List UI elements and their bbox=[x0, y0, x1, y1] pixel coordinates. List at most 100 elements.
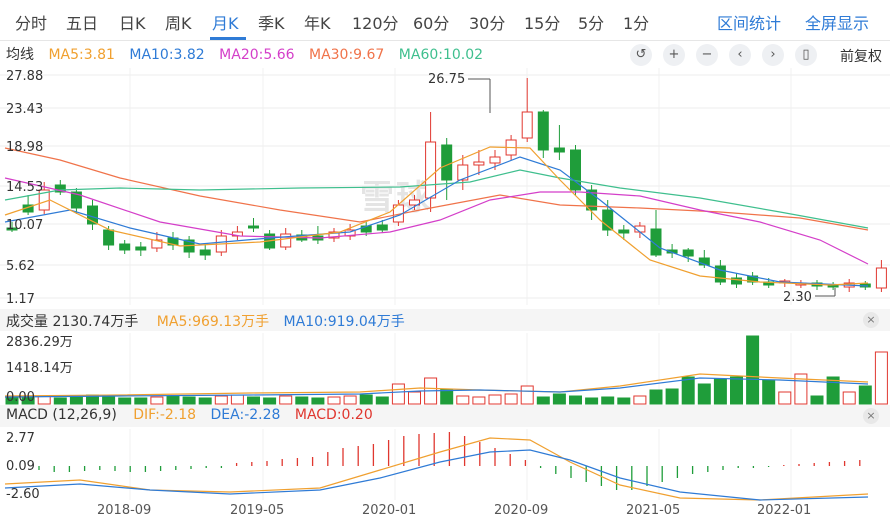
ma5-value: MA5:3.81 bbox=[48, 47, 115, 63]
ma-legend: 均线 MA5:3.81 MA10:3.82 MA20:5.66 MA30:9.6… bbox=[6, 44, 483, 64]
price-axis-label: 23.43 bbox=[6, 102, 43, 117]
candle-body bbox=[602, 209, 614, 231]
zoom-out-icon[interactable]: − bbox=[696, 44, 718, 66]
tab-quarterly-k[interactable]: 季K bbox=[258, 14, 285, 33]
tab-15min[interactable]: 15分 bbox=[524, 14, 561, 33]
volume-bar bbox=[118, 397, 132, 405]
volume-bar bbox=[391, 383, 405, 405]
tab-weekly-k[interactable]: 周K bbox=[165, 14, 192, 33]
volume-bar bbox=[327, 396, 341, 405]
volume-bar bbox=[311, 397, 325, 405]
candle-body bbox=[328, 231, 340, 239]
candle-body bbox=[553, 147, 565, 153]
tab-yearly-k[interactable]: 年K bbox=[304, 14, 331, 33]
active-tab-indicator bbox=[210, 37, 246, 40]
volume-bar bbox=[569, 395, 582, 405]
price-axis-label: 5.62 bbox=[6, 259, 35, 274]
tab-intraday[interactable]: 分时 bbox=[15, 14, 48, 33]
tab-5min[interactable]: 5分 bbox=[578, 14, 605, 33]
vol-ma5-value: MA5:969.13万手 bbox=[156, 314, 270, 330]
candle-body bbox=[586, 189, 598, 211]
candle-body bbox=[70, 191, 82, 209]
candle-body bbox=[441, 144, 453, 181]
scroll-right-icon[interactable]: › bbox=[762, 44, 784, 66]
interval-stats-link[interactable]: 区间统计 bbox=[717, 14, 782, 33]
price-axis-label: 1.17 bbox=[6, 292, 35, 307]
zoom-in-icon[interactable]: + bbox=[663, 44, 685, 66]
volume-bar bbox=[166, 395, 180, 405]
close-volume-panel-icon[interactable]: × bbox=[863, 312, 879, 328]
candle-body bbox=[103, 229, 115, 246]
volume-bar bbox=[182, 396, 196, 405]
volume-bar bbox=[359, 394, 373, 405]
price-axis-label: 14.53 bbox=[6, 180, 43, 195]
candle-body bbox=[731, 277, 742, 285]
volume-bar bbox=[730, 376, 743, 405]
volume-bar bbox=[665, 388, 679, 405]
tab-monthly-k[interactable]: 月K bbox=[212, 14, 239, 33]
scroll-left-icon[interactable]: ‹ bbox=[729, 44, 751, 66]
volume-bar bbox=[440, 388, 454, 405]
candle-style-icon[interactable]: ▯ bbox=[795, 44, 817, 66]
volume-bar bbox=[150, 396, 164, 405]
volume-bar bbox=[456, 395, 470, 405]
price-axis-label: 18.98 bbox=[6, 140, 43, 155]
candle-body bbox=[875, 267, 887, 289]
candle-body bbox=[425, 141, 437, 199]
date-axis-label: 2022-01 bbox=[757, 503, 811, 516]
tab-five-day[interactable]: 五日 bbox=[66, 14, 99, 33]
candle-body bbox=[6, 227, 18, 231]
volume-ma10-line bbox=[4, 377, 869, 398]
volume-axis-label: 0.00 bbox=[6, 390, 35, 405]
volume-bar bbox=[69, 396, 83, 405]
volume-bar bbox=[5, 397, 19, 405]
ma5-line bbox=[4, 146, 869, 286]
volume-bar bbox=[874, 351, 888, 405]
candle-body bbox=[682, 249, 694, 257]
price-axis-label: 10.07 bbox=[6, 218, 43, 233]
volume-bar bbox=[681, 376, 695, 405]
period-tab-bar: 分时 五日 日K 周K 月K 季K 年K 120分 60分 30分 15分 5分… bbox=[0, 0, 890, 41]
volume-bar bbox=[536, 396, 550, 405]
candle-body bbox=[280, 233, 292, 248]
candle-body bbox=[698, 257, 710, 266]
tab-30min[interactable]: 30分 bbox=[469, 14, 506, 33]
volume-legend: 成交量 2130.74万手 MA5:969.13万手 MA10:919.04万手 bbox=[6, 311, 405, 331]
date-axis-label: 2020-01 bbox=[362, 503, 416, 516]
candle-body bbox=[489, 156, 501, 164]
volume-bar bbox=[746, 335, 760, 405]
ma20-value: MA20:5.66 bbox=[219, 47, 295, 63]
volume-bar bbox=[552, 393, 566, 405]
macd-value: MACD:0.20 bbox=[294, 407, 373, 423]
tab-1min[interactable]: 1分 bbox=[623, 14, 650, 33]
close-macd-panel-icon[interactable]: × bbox=[863, 408, 879, 424]
candle-body bbox=[119, 243, 131, 251]
tab-120min[interactable]: 120分 bbox=[352, 14, 399, 33]
adjust-dropdown[interactable]: 前复权 bbox=[840, 49, 882, 65]
price-axis-label: 27.88 bbox=[6, 69, 43, 84]
candle-body bbox=[54, 184, 66, 193]
volume-bar bbox=[585, 397, 599, 405]
volume-bar bbox=[247, 396, 260, 405]
macd-axis-label: 0.09 bbox=[6, 459, 35, 474]
candle-body bbox=[151, 239, 163, 249]
macd-legend-bar bbox=[0, 405, 890, 427]
macd-axis-label: -2.60 bbox=[6, 487, 40, 502]
ma20-line bbox=[4, 177, 869, 265]
candle-body bbox=[618, 229, 630, 234]
low-price-annotation: 2.30 bbox=[783, 290, 812, 305]
volume-bar bbox=[408, 391, 421, 405]
tab-daily-k[interactable]: 日K bbox=[119, 14, 146, 33]
dif-line bbox=[4, 437, 869, 501]
volume-bar bbox=[617, 397, 631, 405]
vol-ma10-value: MA10:919.04万手 bbox=[283, 314, 405, 330]
tab-60min[interactable]: 60分 bbox=[413, 14, 450, 33]
fullscreen-link[interactable]: 全屏显示 bbox=[805, 14, 870, 33]
volume-bar bbox=[214, 395, 228, 405]
date-axis-label: 2021-05 bbox=[626, 503, 680, 516]
volume-legend-bar bbox=[0, 309, 890, 331]
reset-icon[interactable]: ↺ bbox=[630, 44, 652, 66]
volume-bar bbox=[472, 396, 486, 405]
volume-bar bbox=[778, 391, 792, 405]
